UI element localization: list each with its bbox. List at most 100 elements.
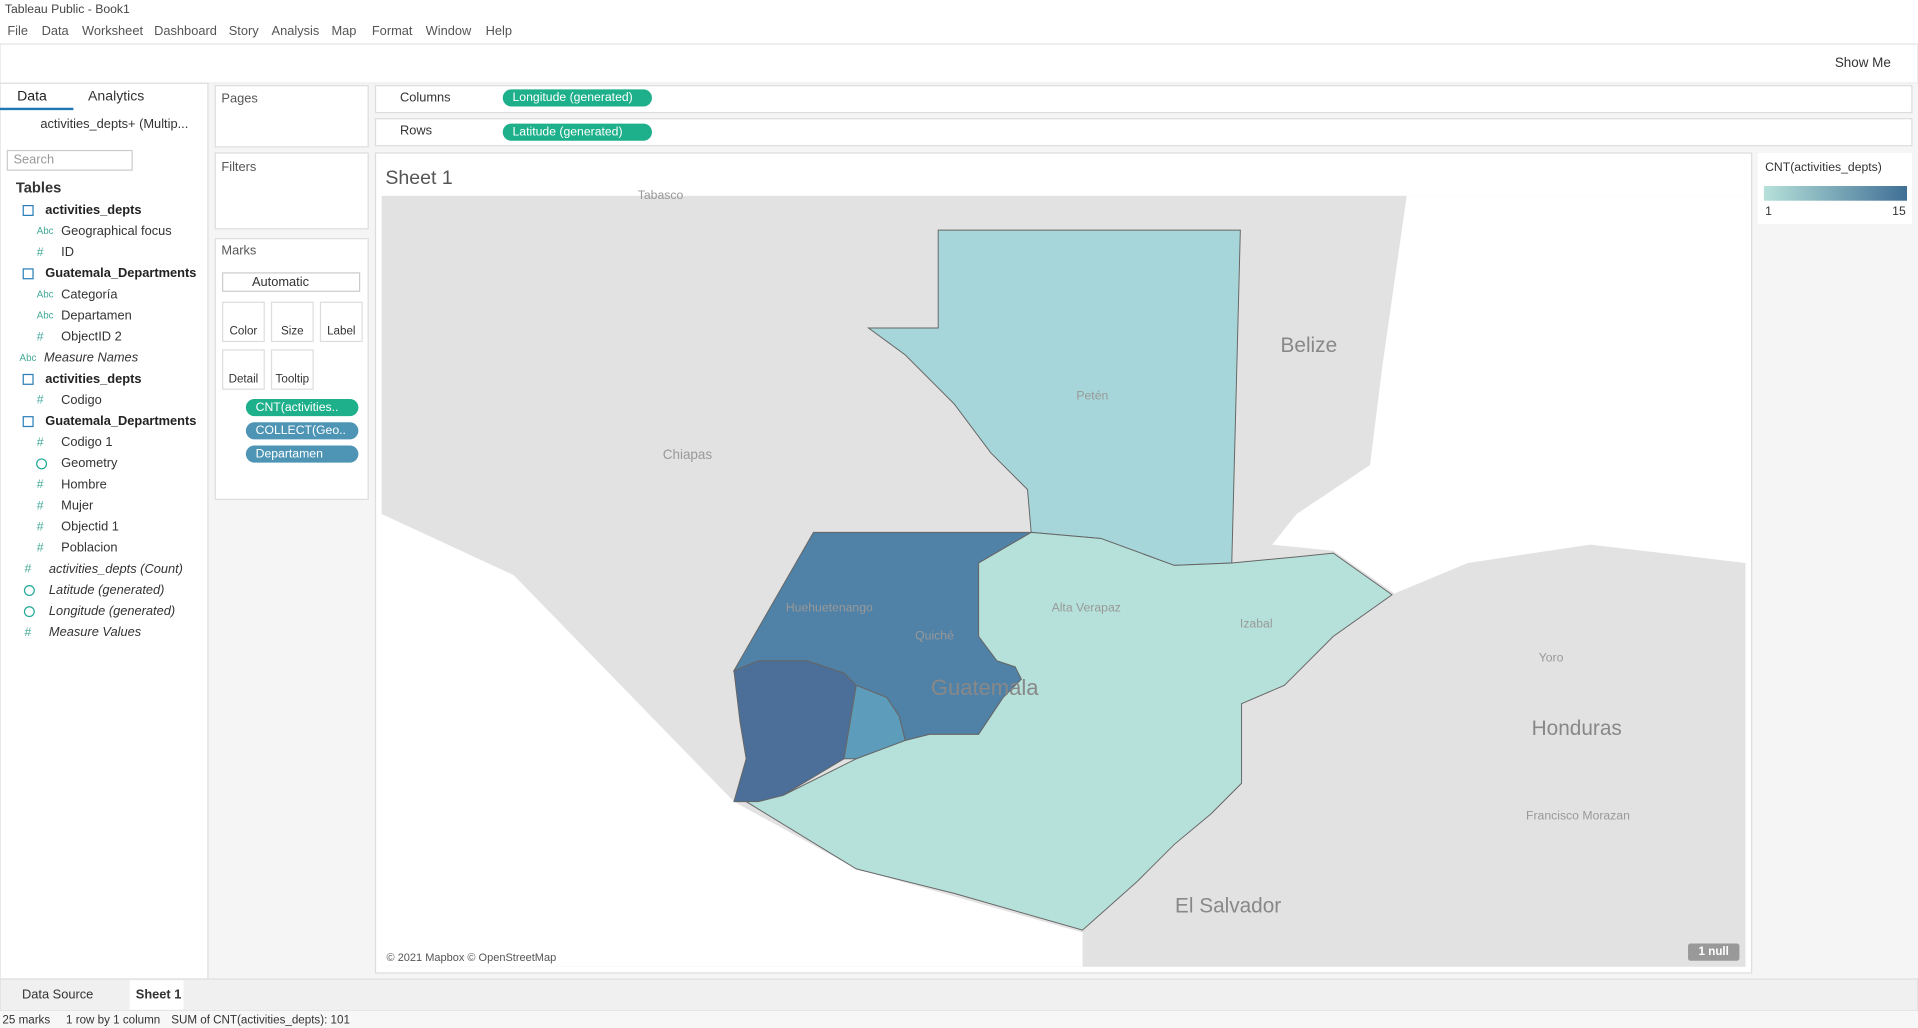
map-label: Honduras bbox=[1532, 717, 1622, 740]
map-label: Petén bbox=[1076, 389, 1108, 403]
toolbar bbox=[0, 43, 1918, 84]
mark-card-label: Color bbox=[230, 325, 258, 338]
table-name[interactable]: Guatemala_Departments bbox=[45, 413, 196, 428]
tables-heading: Tables bbox=[16, 180, 61, 196]
field-icon: # bbox=[24, 625, 31, 639]
mark-card-label: Tooltip bbox=[276, 372, 310, 385]
mark-card-button[interactable] bbox=[222, 349, 265, 390]
map-label: Chiapas bbox=[663, 447, 713, 462]
mark-card-label: Label bbox=[327, 325, 355, 338]
table-icon bbox=[22, 204, 34, 217]
window-title: Tableau Public - Book1 bbox=[5, 2, 130, 16]
field-icon: # bbox=[37, 435, 44, 449]
menu-item[interactable]: Map bbox=[331, 23, 356, 38]
field-name[interactable]: Hombre bbox=[61, 476, 107, 491]
field-icon: # bbox=[37, 477, 44, 491]
field-name[interactable]: Longitude (generated) bbox=[49, 603, 175, 618]
filters-label: Filters bbox=[221, 159, 256, 174]
field-name[interactable]: Categoría bbox=[61, 286, 118, 301]
field-icon: Abc bbox=[20, 353, 37, 364]
data-source-tab[interactable]: Data Source bbox=[22, 986, 93, 1001]
tab-bar bbox=[0, 978, 1918, 1012]
field-icon: # bbox=[37, 498, 44, 512]
pill[interactable] bbox=[502, 123, 652, 141]
field-name[interactable]: Departamen bbox=[61, 307, 132, 322]
map bbox=[381, 195, 1746, 967]
pill[interactable] bbox=[245, 398, 359, 417]
field-name[interactable]: Measure Values bbox=[49, 624, 142, 639]
sheet-tab[interactable]: Sheet 1 bbox=[136, 986, 182, 1001]
legend-title: CNT(activities_depts) bbox=[1765, 160, 1882, 174]
mark-card-label: Size bbox=[281, 325, 304, 338]
field-icon: Abc bbox=[37, 226, 54, 237]
menu-item[interactable]: Dashboard bbox=[154, 23, 217, 38]
menu-item[interactable]: File bbox=[7, 23, 28, 38]
field-name[interactable]: Geometry bbox=[61, 455, 118, 470]
map-label: Quiché bbox=[915, 629, 954, 643]
pill[interactable] bbox=[245, 422, 359, 440]
status-bar bbox=[0, 1010, 1918, 1028]
menu-item[interactable]: Analysis bbox=[272, 23, 320, 38]
null-indicator-bg[interactable] bbox=[1688, 943, 1740, 961]
mark-type-dropdown[interactable] bbox=[222, 272, 361, 292]
menu-item[interactable]: Worksheet bbox=[82, 23, 143, 38]
status-text: SUM of CNT(activities_depts): 101 bbox=[171, 1014, 350, 1027]
menu-item[interactable]: Data bbox=[42, 23, 70, 38]
table-name[interactable]: Guatemala_Departments bbox=[45, 265, 196, 280]
legend-min: 1 bbox=[1765, 204, 1772, 218]
mark-card-button[interactable] bbox=[270, 301, 314, 343]
table-name[interactable]: activities_depts bbox=[45, 202, 141, 217]
region-quetzaltenango bbox=[843, 684, 906, 760]
mark-card-button[interactable] bbox=[222, 301, 265, 343]
geo-icon bbox=[23, 606, 35, 618]
tab-analytics[interactable]: Analytics bbox=[88, 87, 144, 103]
legend-ramp bbox=[1763, 186, 1907, 201]
pill[interactable] bbox=[245, 445, 359, 463]
pill[interactable] bbox=[502, 89, 652, 107]
menu-item[interactable]: Help bbox=[486, 23, 512, 38]
show-me-button[interactable] bbox=[1807, 51, 1906, 76]
mark-card-label: Detail bbox=[229, 372, 259, 385]
pill-label: CNT(activities.. bbox=[256, 400, 339, 414]
field-name[interactable]: Poblacion bbox=[61, 540, 117, 555]
sheet-title: Sheet 1 bbox=[385, 167, 452, 189]
map-label: Alta Verapaz bbox=[1052, 600, 1121, 614]
datasource-name[interactable]: activities_depts+ (Multip... bbox=[40, 116, 188, 131]
field-name[interactable]: Codigo 1 bbox=[61, 434, 112, 449]
field-name[interactable]: Mujer bbox=[61, 497, 94, 512]
mark-card-button[interactable] bbox=[270, 349, 314, 390]
map-label: Huehuetenango bbox=[786, 600, 873, 614]
field-name[interactable]: Codigo bbox=[61, 392, 102, 407]
field-name[interactable]: Latitude (generated) bbox=[49, 582, 165, 597]
null-indicator: 1 null bbox=[1699, 945, 1729, 958]
search-placeholder: Search bbox=[13, 152, 54, 167]
field-name[interactable]: ID bbox=[61, 244, 74, 259]
menu-item[interactable]: Window bbox=[426, 23, 472, 38]
field-name[interactable]: activities_depts (Count) bbox=[49, 561, 183, 576]
table-name[interactable]: activities_depts bbox=[45, 371, 141, 386]
menu-item[interactable]: Story bbox=[229, 23, 260, 38]
field-name[interactable]: Geographical focus bbox=[61, 223, 172, 238]
table-icon bbox=[22, 416, 34, 428]
marks-label: Marks bbox=[221, 242, 256, 257]
active-sheet-tab bbox=[129, 980, 184, 1010]
field-icon: # bbox=[37, 393, 44, 407]
data-pane bbox=[0, 82, 209, 980]
search-box[interactable] bbox=[6, 149, 133, 171]
status-text: 25 marks bbox=[2, 1014, 50, 1027]
map-label: El Salvador bbox=[1175, 894, 1281, 917]
status-text: 1 row by 1 column bbox=[66, 1014, 160, 1027]
menu-item[interactable]: Format bbox=[372, 23, 413, 38]
caribbean-sea bbox=[1272, 195, 1746, 594]
field-name[interactable]: Objectid 1 bbox=[61, 519, 119, 534]
geo-icon bbox=[23, 584, 35, 596]
map-label: Francisco Morazan bbox=[1526, 809, 1630, 823]
tab-data[interactable]: Data bbox=[17, 87, 47, 103]
pages-shelf bbox=[214, 85, 369, 148]
show-me-label: Show Me bbox=[1835, 55, 1891, 70]
field-name[interactable]: ObjectID 2 bbox=[61, 329, 122, 344]
map-label: Tabasco bbox=[638, 188, 684, 202]
mark-card-button[interactable] bbox=[319, 301, 363, 343]
pages-label: Pages bbox=[221, 91, 257, 106]
field-name[interactable]: Measure Names bbox=[44, 350, 139, 365]
